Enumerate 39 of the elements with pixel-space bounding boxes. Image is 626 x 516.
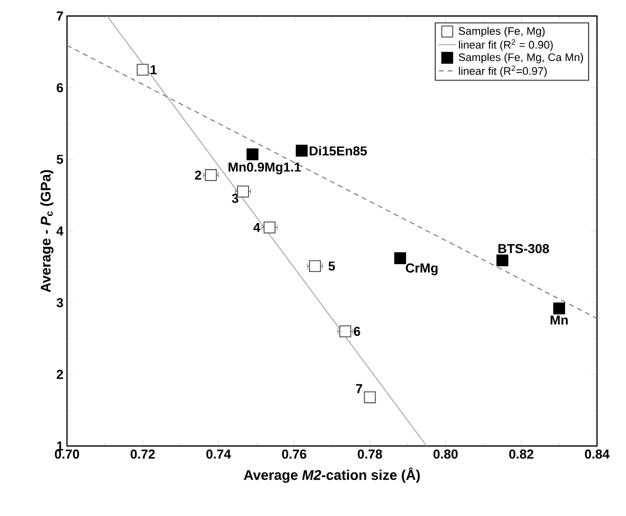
- annotation: 5: [328, 262, 335, 271]
- legend-label: Samples (Fe, Mg): [458, 26, 545, 38]
- point: [296, 144, 308, 157]
- x-tick-label: 0.84: [584, 450, 610, 459]
- x-tick-label: 0.74: [206, 450, 231, 459]
- annotation: Mn0.9Mg1.1: [228, 162, 301, 174]
- annotation: 2: [194, 170, 202, 180]
- annotation: Di15En85: [310, 146, 367, 156]
- y-tick-label: 7: [56, 12, 63, 20]
- annotation: 1: [150, 65, 157, 74]
- y-tick-label: 5: [56, 154, 64, 164]
- x-tick-label: 0.80: [433, 450, 458, 459]
- point: [394, 252, 406, 264]
- annotation: Mn: [550, 316, 568, 324]
- legend-label: linear fit (R$^{2}$=0.97): [458, 65, 547, 78]
- x-tick-label: 0.76: [282, 450, 306, 459]
- y-tick-label: 2: [56, 370, 63, 379]
- x-tick-label: 0.78: [358, 450, 382, 459]
- point: [553, 302, 566, 314]
- annotation: CrMg: [406, 263, 438, 276]
- annotation: 7: [356, 384, 362, 394]
- x-tick-label: 0.82: [509, 450, 534, 459]
- x-tick-label: 0.70: [54, 450, 80, 459]
- point: [246, 148, 258, 160]
- annotation: 3: [232, 194, 238, 203]
- point: [364, 391, 376, 404]
- y-axis-title: Average - P$_{c}$ (GPa): [40, 170, 54, 292]
- x-tick-label: 0.72: [130, 450, 155, 459]
- y-tick-label: 6: [56, 83, 64, 92]
- legend-label: linear fit (R$^{2}$ = 0.90): [458, 39, 553, 51]
- y-tick-label: 3: [56, 298, 64, 308]
- x-axis-title: Average M2-cation size (Å): [244, 468, 420, 483]
- legend-label: Samples (Fe, Mg, Ca Mn): [458, 53, 583, 64]
- point: [496, 254, 508, 266]
- annotation: 4: [253, 222, 260, 232]
- y-tick-label: 4: [56, 226, 64, 236]
- annotation: 6: [354, 326, 360, 336]
- point: [136, 64, 149, 76]
- annotation: BTS-308: [498, 244, 550, 254]
